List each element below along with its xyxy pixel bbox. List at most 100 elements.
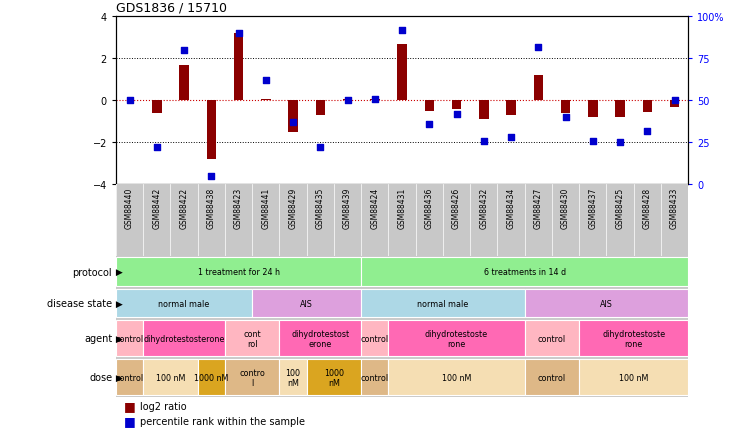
Bar bbox=[280, 360, 307, 395]
Bar bbox=[180, 66, 188, 101]
Text: AIS: AIS bbox=[300, 299, 313, 308]
Bar bbox=[197, 360, 225, 395]
Bar bbox=[579, 321, 688, 356]
Text: control: control bbox=[115, 334, 144, 343]
Text: dihydrotestost
erone: dihydrotestost erone bbox=[291, 329, 349, 348]
Bar bbox=[116, 289, 252, 318]
Bar bbox=[524, 321, 579, 356]
Point bbox=[641, 128, 653, 135]
Point bbox=[342, 98, 354, 105]
Text: ■: ■ bbox=[123, 414, 135, 427]
Bar bbox=[116, 360, 143, 395]
Text: agent: agent bbox=[84, 334, 112, 343]
Point bbox=[505, 135, 517, 141]
Text: 1000
nM: 1000 nM bbox=[324, 368, 344, 387]
Text: ▶: ▶ bbox=[113, 299, 123, 308]
Text: GDS1836 / 15710: GDS1836 / 15710 bbox=[116, 2, 227, 15]
Point bbox=[123, 98, 135, 105]
Point bbox=[151, 145, 163, 151]
Bar bbox=[234, 34, 243, 101]
Text: disease state: disease state bbox=[47, 299, 112, 308]
Text: GSM88437: GSM88437 bbox=[588, 187, 598, 228]
Text: GSM88442: GSM88442 bbox=[153, 187, 162, 228]
Text: 6 treatments in 14 d: 6 treatments in 14 d bbox=[484, 268, 565, 276]
Point bbox=[260, 78, 272, 85]
Text: control: control bbox=[538, 334, 566, 343]
Bar bbox=[152, 101, 162, 114]
Bar bbox=[506, 101, 516, 116]
Bar bbox=[143, 321, 225, 356]
Text: GSM88426: GSM88426 bbox=[452, 187, 461, 228]
Text: protocol: protocol bbox=[73, 267, 112, 277]
Point bbox=[396, 27, 408, 34]
Bar bbox=[225, 321, 280, 356]
Text: percentile rank within the sample: percentile rank within the sample bbox=[140, 416, 305, 426]
Text: GSM88427: GSM88427 bbox=[534, 187, 543, 228]
Point bbox=[369, 96, 381, 103]
Bar bbox=[669, 101, 679, 107]
Bar bbox=[225, 360, 280, 395]
Bar bbox=[533, 76, 543, 101]
Text: GSM88425: GSM88425 bbox=[616, 187, 625, 228]
Bar bbox=[579, 360, 688, 395]
Text: dihydrotestoste
rone: dihydrotestoste rone bbox=[602, 329, 665, 348]
Bar bbox=[343, 100, 352, 101]
Text: ▶: ▶ bbox=[113, 268, 123, 276]
Text: ▶: ▶ bbox=[113, 334, 123, 343]
Bar bbox=[316, 101, 325, 116]
Bar bbox=[252, 289, 361, 318]
Point bbox=[287, 119, 299, 126]
Text: ▶: ▶ bbox=[113, 373, 123, 382]
Bar bbox=[388, 360, 524, 395]
Text: log2 ratio: log2 ratio bbox=[140, 401, 186, 411]
Text: cont
rol: cont rol bbox=[243, 329, 261, 348]
Text: 1000 nM: 1000 nM bbox=[194, 373, 228, 382]
Text: GSM88439: GSM88439 bbox=[343, 187, 352, 228]
Bar bbox=[280, 321, 361, 356]
Text: GSM88433: GSM88433 bbox=[670, 187, 679, 228]
Bar bbox=[116, 321, 143, 356]
Bar bbox=[388, 321, 524, 356]
Point bbox=[423, 121, 435, 128]
Text: GSM88428: GSM88428 bbox=[643, 187, 652, 228]
Text: normal male: normal male bbox=[417, 299, 468, 308]
Bar bbox=[397, 45, 407, 101]
Text: dose: dose bbox=[89, 373, 112, 382]
Text: 100 nM: 100 nM bbox=[442, 373, 471, 382]
Text: control: control bbox=[361, 334, 389, 343]
Text: AIS: AIS bbox=[600, 299, 613, 308]
Text: GSM88441: GSM88441 bbox=[261, 187, 270, 228]
Text: GSM88432: GSM88432 bbox=[479, 187, 488, 228]
Bar bbox=[370, 100, 379, 101]
Text: GSM88435: GSM88435 bbox=[316, 187, 325, 228]
Bar bbox=[288, 101, 298, 132]
Bar bbox=[206, 101, 216, 160]
Text: GSM88422: GSM88422 bbox=[180, 187, 188, 228]
Bar bbox=[361, 258, 688, 286]
Bar bbox=[479, 101, 488, 120]
Point bbox=[233, 31, 245, 38]
Text: GSM88436: GSM88436 bbox=[425, 187, 434, 228]
Bar bbox=[616, 101, 625, 118]
Text: 100
nM: 100 nM bbox=[286, 368, 301, 387]
Bar bbox=[452, 101, 462, 109]
Text: dihydrotestoste
rone: dihydrotestoste rone bbox=[425, 329, 488, 348]
Bar bbox=[524, 289, 688, 318]
Point bbox=[205, 173, 217, 180]
Bar bbox=[361, 360, 388, 395]
Text: 100 nM: 100 nM bbox=[156, 373, 185, 382]
Point bbox=[178, 47, 190, 54]
Bar bbox=[116, 258, 361, 286]
Text: GSM88438: GSM88438 bbox=[206, 187, 216, 228]
Text: normal male: normal male bbox=[159, 299, 209, 308]
Bar bbox=[561, 101, 570, 114]
Point bbox=[560, 115, 571, 122]
Bar bbox=[307, 360, 361, 395]
Point bbox=[478, 138, 490, 145]
Text: ■: ■ bbox=[123, 399, 135, 412]
Bar bbox=[524, 360, 579, 395]
Text: contro
l: contro l bbox=[239, 368, 265, 387]
Bar bbox=[143, 360, 197, 395]
Text: control: control bbox=[538, 373, 566, 382]
Point bbox=[669, 98, 681, 105]
